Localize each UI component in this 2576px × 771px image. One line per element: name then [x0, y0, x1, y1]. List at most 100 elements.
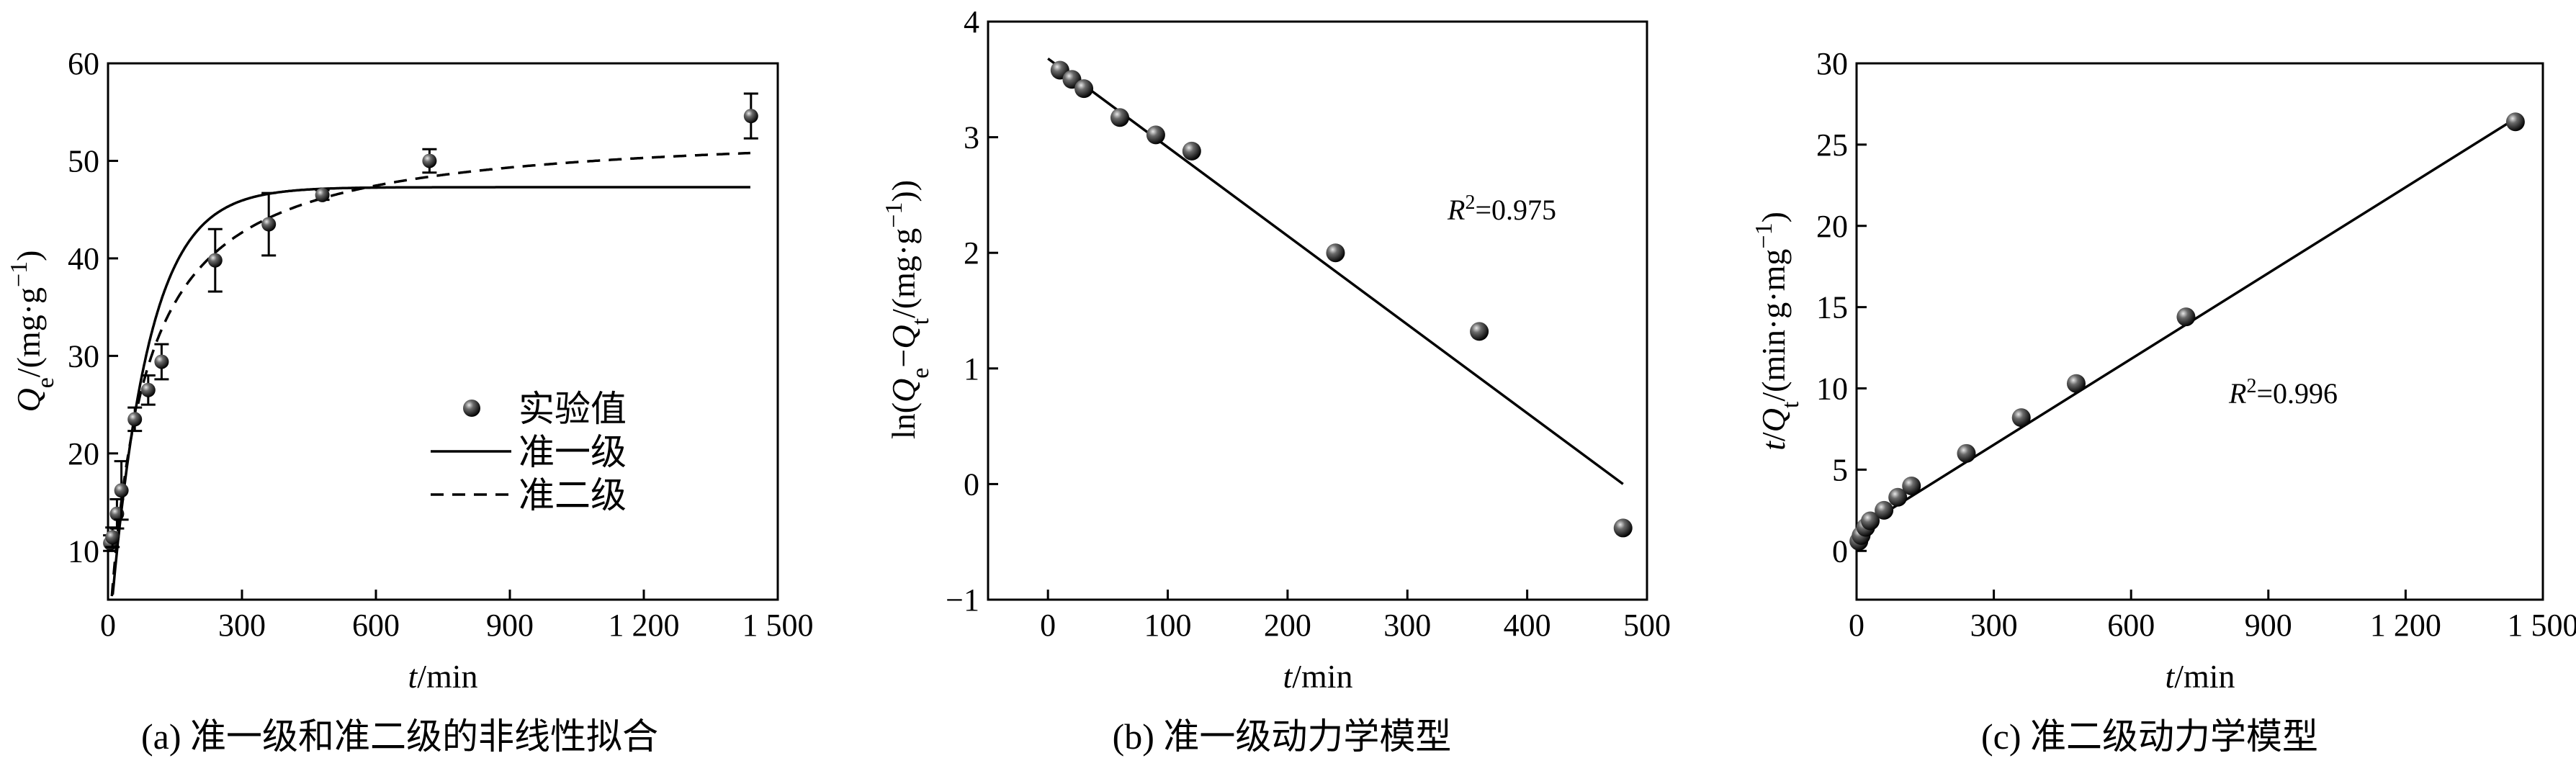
x-tick-label: 300	[218, 608, 266, 643]
y-tick-label: 15	[1816, 290, 1848, 325]
y-tick-label: 40	[68, 241, 99, 276]
x-axis-label-c: t/min	[2165, 658, 2235, 695]
linear-fit-line	[1047, 57, 1624, 485]
y-ticks-b: −1 0 1 2 3 4	[946, 4, 998, 618]
y-tick-label: 3	[964, 120, 979, 155]
data-point	[1957, 443, 1976, 463]
x-tick-label: 600	[352, 608, 400, 643]
x-tick-label: 100	[1144, 608, 1192, 643]
data-point	[207, 253, 223, 268]
x-axis-label-b: t/min	[1283, 658, 1352, 695]
data-point	[1146, 125, 1165, 145]
panel-b: 0 100 200 300 400 500 −1 0 1 2 3 4 t/min ln(Qe−Qt/…	[881, 4, 1671, 757]
y-axis-label-c: t/Qt/(min·g·mg−1)	[1751, 212, 1804, 451]
data-point	[743, 109, 758, 124]
plot-frame-a	[107, 62, 779, 601]
x-tick-label: 300	[1970, 608, 2018, 643]
data-point	[1613, 518, 1633, 538]
y-tick-label: 5	[1832, 452, 1848, 487]
legend-a: 实验值 准一级 准二级	[431, 389, 627, 515]
data-point	[140, 382, 156, 397]
y-tick-label: 4	[964, 4, 979, 40]
data-point	[2066, 374, 2086, 393]
data-point	[1182, 141, 1201, 161]
x-tick-label: 0	[100, 608, 116, 643]
y-tick-label: 25	[1816, 127, 1848, 163]
fit-curves-a	[110, 151, 751, 597]
legend-marker-experimental	[463, 400, 480, 417]
data-point	[315, 187, 330, 202]
caption-b: (b) 准一级动力学模型	[1113, 716, 1452, 757]
x-ticks-b: 0 100 200 300 400 500	[1040, 590, 1671, 643]
data-point	[1074, 79, 1094, 99]
data-point	[2505, 112, 2525, 132]
plot-frame-b	[987, 20, 1648, 601]
data-point	[114, 483, 129, 498]
data-point	[1861, 511, 1880, 531]
x-tick-label: 500	[1623, 608, 1671, 643]
x-tick-label: 400	[1504, 608, 1551, 643]
x-tick-label: 1 500	[742, 608, 814, 643]
data-point	[1888, 487, 1908, 507]
x-tick-label: 0	[1849, 608, 1864, 643]
x-tick-label: 1 200	[609, 608, 680, 643]
caption-c: (c) 准二级动力学模型	[1981, 716, 2318, 757]
x-tick-label: 300	[1383, 608, 1431, 643]
y-tick-label: 10	[1816, 371, 1848, 407]
data-point	[154, 354, 169, 369]
data-point	[2176, 307, 2196, 327]
x-tick-label: 1 200	[2370, 608, 2441, 643]
pso-fit-curve	[110, 151, 751, 597]
y-ticks-c: 0 5 10 15 20 25 30	[1816, 46, 1867, 569]
x-tick-label: 200	[1264, 608, 1311, 643]
pfo-fit-curve	[111, 186, 750, 595]
y-axis-label-a: Qe/(mg·g−1)	[6, 250, 59, 412]
y-ticks-a: 10 20 30 40 50 60	[68, 46, 118, 569]
data-point	[1470, 322, 1489, 341]
x-ticks-a: 0 300 600 900 1 200 1 500	[100, 590, 814, 643]
x-tick-label: 900	[486, 608, 534, 643]
data-point	[422, 153, 437, 168]
data-point	[1110, 108, 1129, 127]
legend-label-experimental: 实验值	[519, 389, 627, 429]
y-tick-label: 2	[964, 235, 979, 271]
legend-label-pso: 准二级	[519, 475, 627, 515]
y-tick-label: 20	[68, 436, 99, 472]
x-axis-label-a: t/min	[408, 658, 477, 695]
x-tick-label: 900	[2245, 608, 2292, 643]
data-points-c	[1849, 112, 2525, 551]
r-squared-b: R2=0.975	[1447, 191, 1556, 227]
y-axis-label-b: ln(Qe−Qt/(mg·g−1))	[881, 180, 934, 439]
y-tick-label: 0	[1832, 533, 1848, 569]
y-tick-label: 60	[68, 46, 99, 81]
data-point	[261, 217, 277, 232]
data-points-a	[103, 92, 758, 552]
y-tick-label: 1	[964, 351, 979, 387]
y-tick-label: 20	[1816, 209, 1848, 244]
plot-frame-c	[1855, 62, 2544, 601]
data-points-b	[1050, 60, 1633, 538]
x-tick-label: 600	[2107, 608, 2155, 643]
x-tick-label: 1 500	[2508, 608, 2576, 643]
y-tick-label: 30	[1816, 46, 1848, 81]
caption-a: (a) 准一级和准二级的非线性拟合	[141, 716, 658, 757]
x-ticks-c: 0 300 600 900 1 200 1 500	[1849, 590, 2576, 643]
data-point	[1902, 476, 1921, 495]
data-point	[2011, 408, 2031, 428]
y-tick-label: 10	[68, 533, 99, 569]
fit-line-b	[1047, 57, 1624, 485]
y-tick-label: 0	[964, 466, 979, 502]
y-tick-label: 30	[68, 338, 99, 374]
y-tick-label: 50	[68, 143, 99, 179]
legend-label-pfo: 准一级	[519, 432, 627, 472]
data-point	[1326, 243, 1345, 263]
data-point	[127, 412, 143, 427]
y-tick-label: −1	[946, 582, 979, 618]
r-squared-c: R2=0.996	[2228, 375, 2338, 410]
x-tick-label: 0	[1040, 608, 1056, 643]
data-point	[105, 530, 120, 545]
data-point	[1875, 500, 1894, 520]
